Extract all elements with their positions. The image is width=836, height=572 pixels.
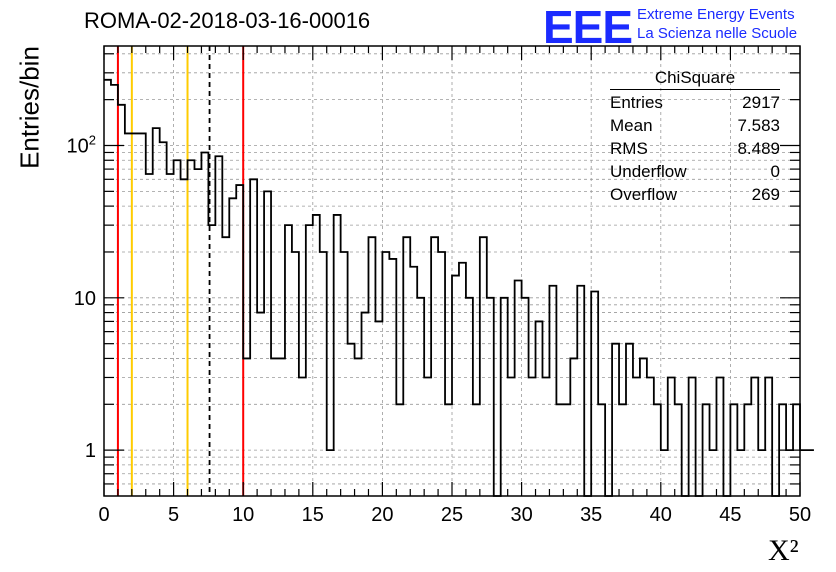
stats-value: 7.583	[737, 116, 780, 135]
axis-ticks	[103, 46, 801, 496]
x-tick-label: 20	[371, 504, 393, 526]
histogram-outline	[104, 78, 814, 497]
logo-line-2: La Scienza nelle Scuole	[637, 25, 798, 42]
x-tick-label: 5	[168, 504, 179, 526]
x-tick-label: 10	[232, 504, 254, 526]
logo-line-1: Extreme Energy Events	[637, 6, 795, 23]
y-tick-labels: 1 10 102	[67, 132, 96, 462]
stats-label: Mean	[610, 116, 653, 135]
stats-value: 269	[751, 185, 780, 204]
x-tick-label: 25	[441, 504, 463, 526]
stats-row-mean: Mean 7.583	[610, 116, 780, 139]
x-tick-label: 50	[789, 504, 811, 526]
stats-value: 8.489	[737, 139, 780, 158]
x-tick-label: 30	[510, 504, 532, 526]
x-tick-label: 15	[302, 504, 324, 526]
stats-box-title: ChiSquare	[610, 68, 780, 90]
stats-label: Underflow	[610, 162, 687, 181]
y-tick-label: 1	[85, 440, 96, 462]
chart-title: ROMA-02-2018-03-16-00016	[84, 8, 371, 33]
x-tick-label: 35	[580, 504, 602, 526]
y-tick-label: 102	[67, 132, 96, 157]
reference-lines	[116, 46, 245, 496]
stats-row-rms: RMS 8.489	[610, 139, 780, 162]
x-axis-label: X²	[768, 534, 799, 567]
stats-row-underflow: Underflow 0	[610, 162, 780, 185]
stats-value: 0	[770, 162, 780, 181]
stats-box: ChiSquare Entries 2917 Mean 7.583 RMS 8.…	[610, 68, 780, 208]
stats-value: 2917	[742, 93, 780, 112]
stats-row-overflow: Overflow 269	[610, 185, 780, 208]
stats-label: Entries	[610, 93, 663, 112]
stats-label: Overflow	[610, 185, 678, 204]
y-axis-label: Entries/bin	[14, 46, 45, 169]
x-tick-label: 45	[719, 504, 741, 526]
x-tick-label: 0	[98, 504, 109, 526]
eee-logo: EEE	[543, 1, 633, 53]
x-tick-labels: 0 5 10 15 20 25 30 35 40 45 50	[98, 504, 811, 526]
stats-label: RMS	[610, 139, 648, 158]
stats-row-entries: Entries 2917	[610, 93, 780, 116]
y-tick-label: 10	[74, 288, 96, 310]
x-tick-label: 40	[650, 504, 672, 526]
